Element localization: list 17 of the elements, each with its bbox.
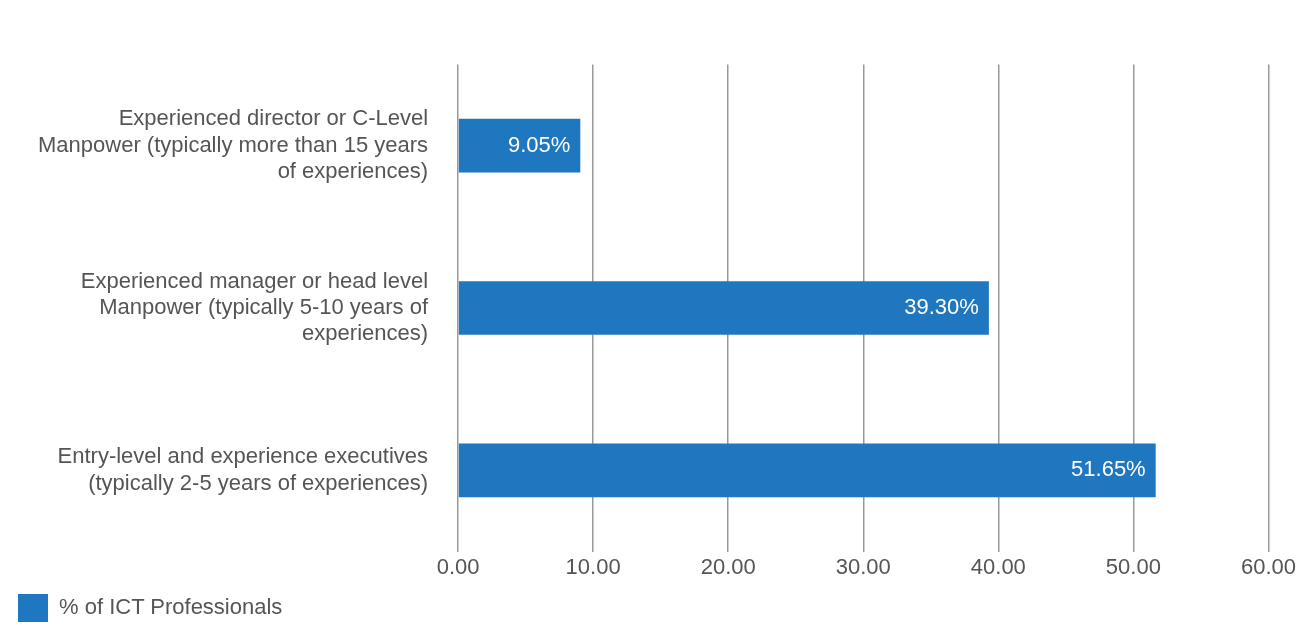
data-label: 39.30% (904, 294, 979, 320)
x-tick-label: 20.00 (700, 553, 756, 579)
data-label: 9.05% (507, 131, 571, 157)
legend-label: % of ICT Professionals (59, 594, 283, 620)
bar (458, 118, 581, 173)
x-tick-label: 50.00 (1105, 553, 1161, 579)
x-tick-label: 0.00 (436, 553, 480, 579)
y-tick-label: Experienced manager or head level Manpower (typically 5-10 years of experiences) (80, 267, 429, 346)
x-tick-label: 10.00 (565, 553, 621, 579)
x-tick-label: 30.00 (835, 553, 891, 579)
bar (458, 443, 1156, 498)
x-tick-label: 60.00 (1240, 553, 1296, 579)
y-tick-label: Entry-level and experience executives (typically 2-5 years of experiences) (57, 443, 429, 495)
x-tick-label: 40.00 (970, 553, 1026, 579)
data-label: 51.65% (1071, 456, 1146, 482)
y-tick-label: Experienced director or C-Level Manpower (typically more than 15 years of experiences) (38, 105, 429, 184)
bar (458, 281, 989, 335)
